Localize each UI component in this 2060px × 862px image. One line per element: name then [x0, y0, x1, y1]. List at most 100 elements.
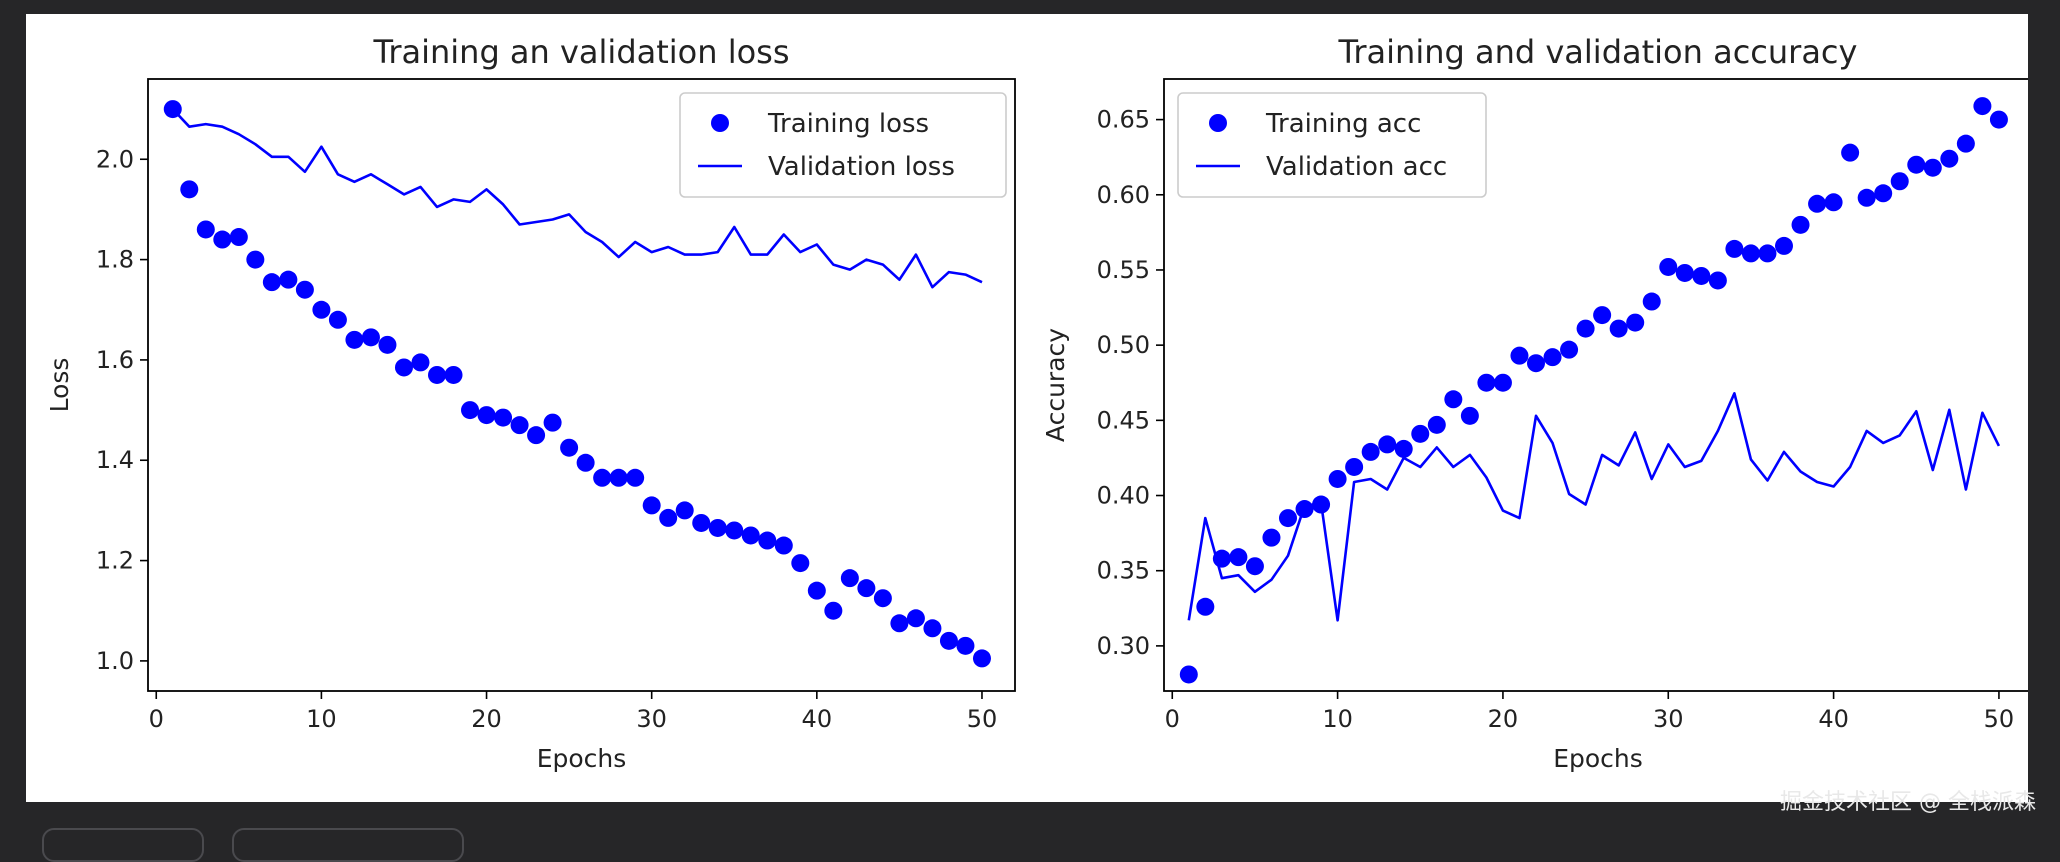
- x-axis-label: Epochs: [1553, 744, 1643, 773]
- data-point-training-acc: [1444, 390, 1463, 409]
- x-tick-label: 40: [1818, 705, 1849, 733]
- data-point-training-loss: [560, 438, 579, 457]
- data-point-training-loss: [444, 365, 463, 384]
- data-point-training-loss: [196, 220, 215, 239]
- chart-2: Training and validation accuracy 0 10 20 30 4…: [1041, 33, 2028, 773]
- data-point-training-acc: [1527, 354, 1545, 373]
- series-line-validation-loss: [171, 108, 983, 289]
- data-point-training-acc: [1841, 143, 1860, 162]
- legend-label: Training acc: [1265, 109, 1421, 139]
- data-point-training-acc: [1196, 597, 1215, 616]
- data-point-training-loss: [923, 619, 942, 638]
- legend-label: Validation acc: [1266, 152, 1447, 182]
- data-point-training-acc: [1708, 271, 1727, 290]
- data-point-training-loss: [807, 581, 826, 600]
- data-point-training-loss: [428, 365, 446, 384]
- x-tick-label: 10: [1322, 705, 1353, 733]
- data-point-training-acc: [1179, 665, 1198, 684]
- y-tick-label: 1.0: [96, 647, 134, 675]
- data-point-training-acc: [1874, 184, 1893, 203]
- data-point-training-acc: [1824, 193, 1843, 212]
- data-point-training-loss: [262, 273, 281, 292]
- data-point-training-acc: [1890, 172, 1909, 191]
- data-point-training-acc: [1758, 244, 1777, 263]
- data-point-training-acc: [1940, 149, 1959, 168]
- data-point-training-acc: [1394, 439, 1413, 458]
- data-point-training-acc: [1659, 257, 1678, 276]
- x-tick-label: 0: [1165, 705, 1180, 733]
- data-point-training-loss: [543, 413, 562, 432]
- x-axis-label: Epochs: [537, 744, 627, 773]
- data-point-training-acc: [1460, 406, 1479, 425]
- figure-panel: Training an validation loss 0 10 20 30 40 50 1.…: [26, 14, 2028, 802]
- data-point-training-acc: [1477, 373, 1496, 392]
- x-tick-label: 30: [1653, 705, 1684, 733]
- plot-frame: [1163, 78, 2028, 692]
- data-point-training-loss: [626, 468, 645, 487]
- data-point-training-loss: [873, 589, 892, 608]
- y-tick-label: 0.40: [1097, 482, 1150, 510]
- x-tick-label: 50: [1984, 705, 2015, 733]
- data-point-training-acc: [1609, 319, 1628, 338]
- data-point-training-acc: [1973, 97, 1992, 116]
- data-point-training-loss: [791, 554, 810, 573]
- data-point-training-loss: [527, 426, 546, 445]
- data-point-training-acc: [1741, 244, 1760, 263]
- y-tick-label: 0.55: [1097, 256, 1150, 284]
- x-tick-label: 0: [149, 705, 164, 733]
- data-point-training-loss: [642, 496, 661, 515]
- y-tick-label: 2.0: [96, 145, 134, 173]
- y-tick-label: 0.45: [1097, 406, 1150, 434]
- data-point-training-acc: [1692, 266, 1711, 285]
- y-tick-label: 1.8: [96, 246, 134, 274]
- bottom-tab-2[interactable]: [232, 828, 464, 862]
- data-point-training-loss: [659, 508, 678, 527]
- y-axis-label: Accuracy: [1041, 328, 1070, 442]
- data-point-training-loss: [972, 649, 991, 668]
- y-tick-label: 1.2: [96, 547, 134, 575]
- data-point-training-loss: [411, 353, 430, 372]
- data-point-training-loss: [345, 330, 364, 349]
- chart-title: Training and validation accuracy: [1338, 33, 1858, 71]
- x-tick-label: 20: [1488, 705, 1519, 733]
- data-point-training-acc: [1328, 469, 1347, 488]
- data-point-training-loss: [361, 328, 380, 347]
- data-point-training-loss: [956, 636, 975, 655]
- data-point-training-loss: [394, 358, 413, 377]
- data-point-training-loss: [378, 335, 397, 354]
- data-point-training-acc: [1907, 155, 1926, 174]
- x-tick-label: 10: [306, 705, 337, 733]
- data-point-training-loss: [725, 521, 744, 540]
- data-point-training-loss: [328, 310, 347, 329]
- data-point-training-acc: [1989, 110, 2008, 129]
- data-point-training-loss: [510, 416, 529, 435]
- data-point-training-acc: [1956, 134, 1975, 153]
- data-point-training-loss: [857, 579, 876, 598]
- data-point-training-loss: [494, 408, 513, 427]
- data-point-training-loss: [229, 228, 248, 247]
- y-tick-label: 0.50: [1097, 331, 1150, 359]
- data-point-training-acc: [1493, 373, 1512, 392]
- data-point-training-loss: [890, 614, 909, 633]
- data-point-training-acc: [1411, 424, 1430, 443]
- legend-dot-icon: [711, 114, 729, 132]
- y-tick-label: 0.35: [1097, 557, 1150, 585]
- data-point-training-acc: [1593, 306, 1612, 325]
- data-point-training-loss: [906, 609, 925, 628]
- bottom-tab-1[interactable]: [42, 828, 204, 862]
- data-point-training-acc: [1857, 188, 1876, 207]
- data-point-training-acc: [1642, 292, 1661, 311]
- data-point-training-acc: [1361, 442, 1380, 461]
- data-point-training-acc: [1560, 340, 1579, 359]
- data-point-training-loss: [824, 601, 843, 620]
- x-tick-label: 20: [471, 705, 502, 733]
- y-tick-label: 1.6: [96, 346, 134, 374]
- legend-box: [679, 92, 1007, 198]
- data-point-training-acc: [1923, 158, 1942, 177]
- y-tick-label: 0.30: [1097, 632, 1150, 660]
- data-point-training-loss: [692, 513, 711, 532]
- y-tick-label: 0.65: [1097, 106, 1150, 134]
- data-point-training-loss: [708, 518, 727, 537]
- data-point-training-acc: [1378, 435, 1397, 454]
- data-point-training-acc: [1543, 348, 1562, 367]
